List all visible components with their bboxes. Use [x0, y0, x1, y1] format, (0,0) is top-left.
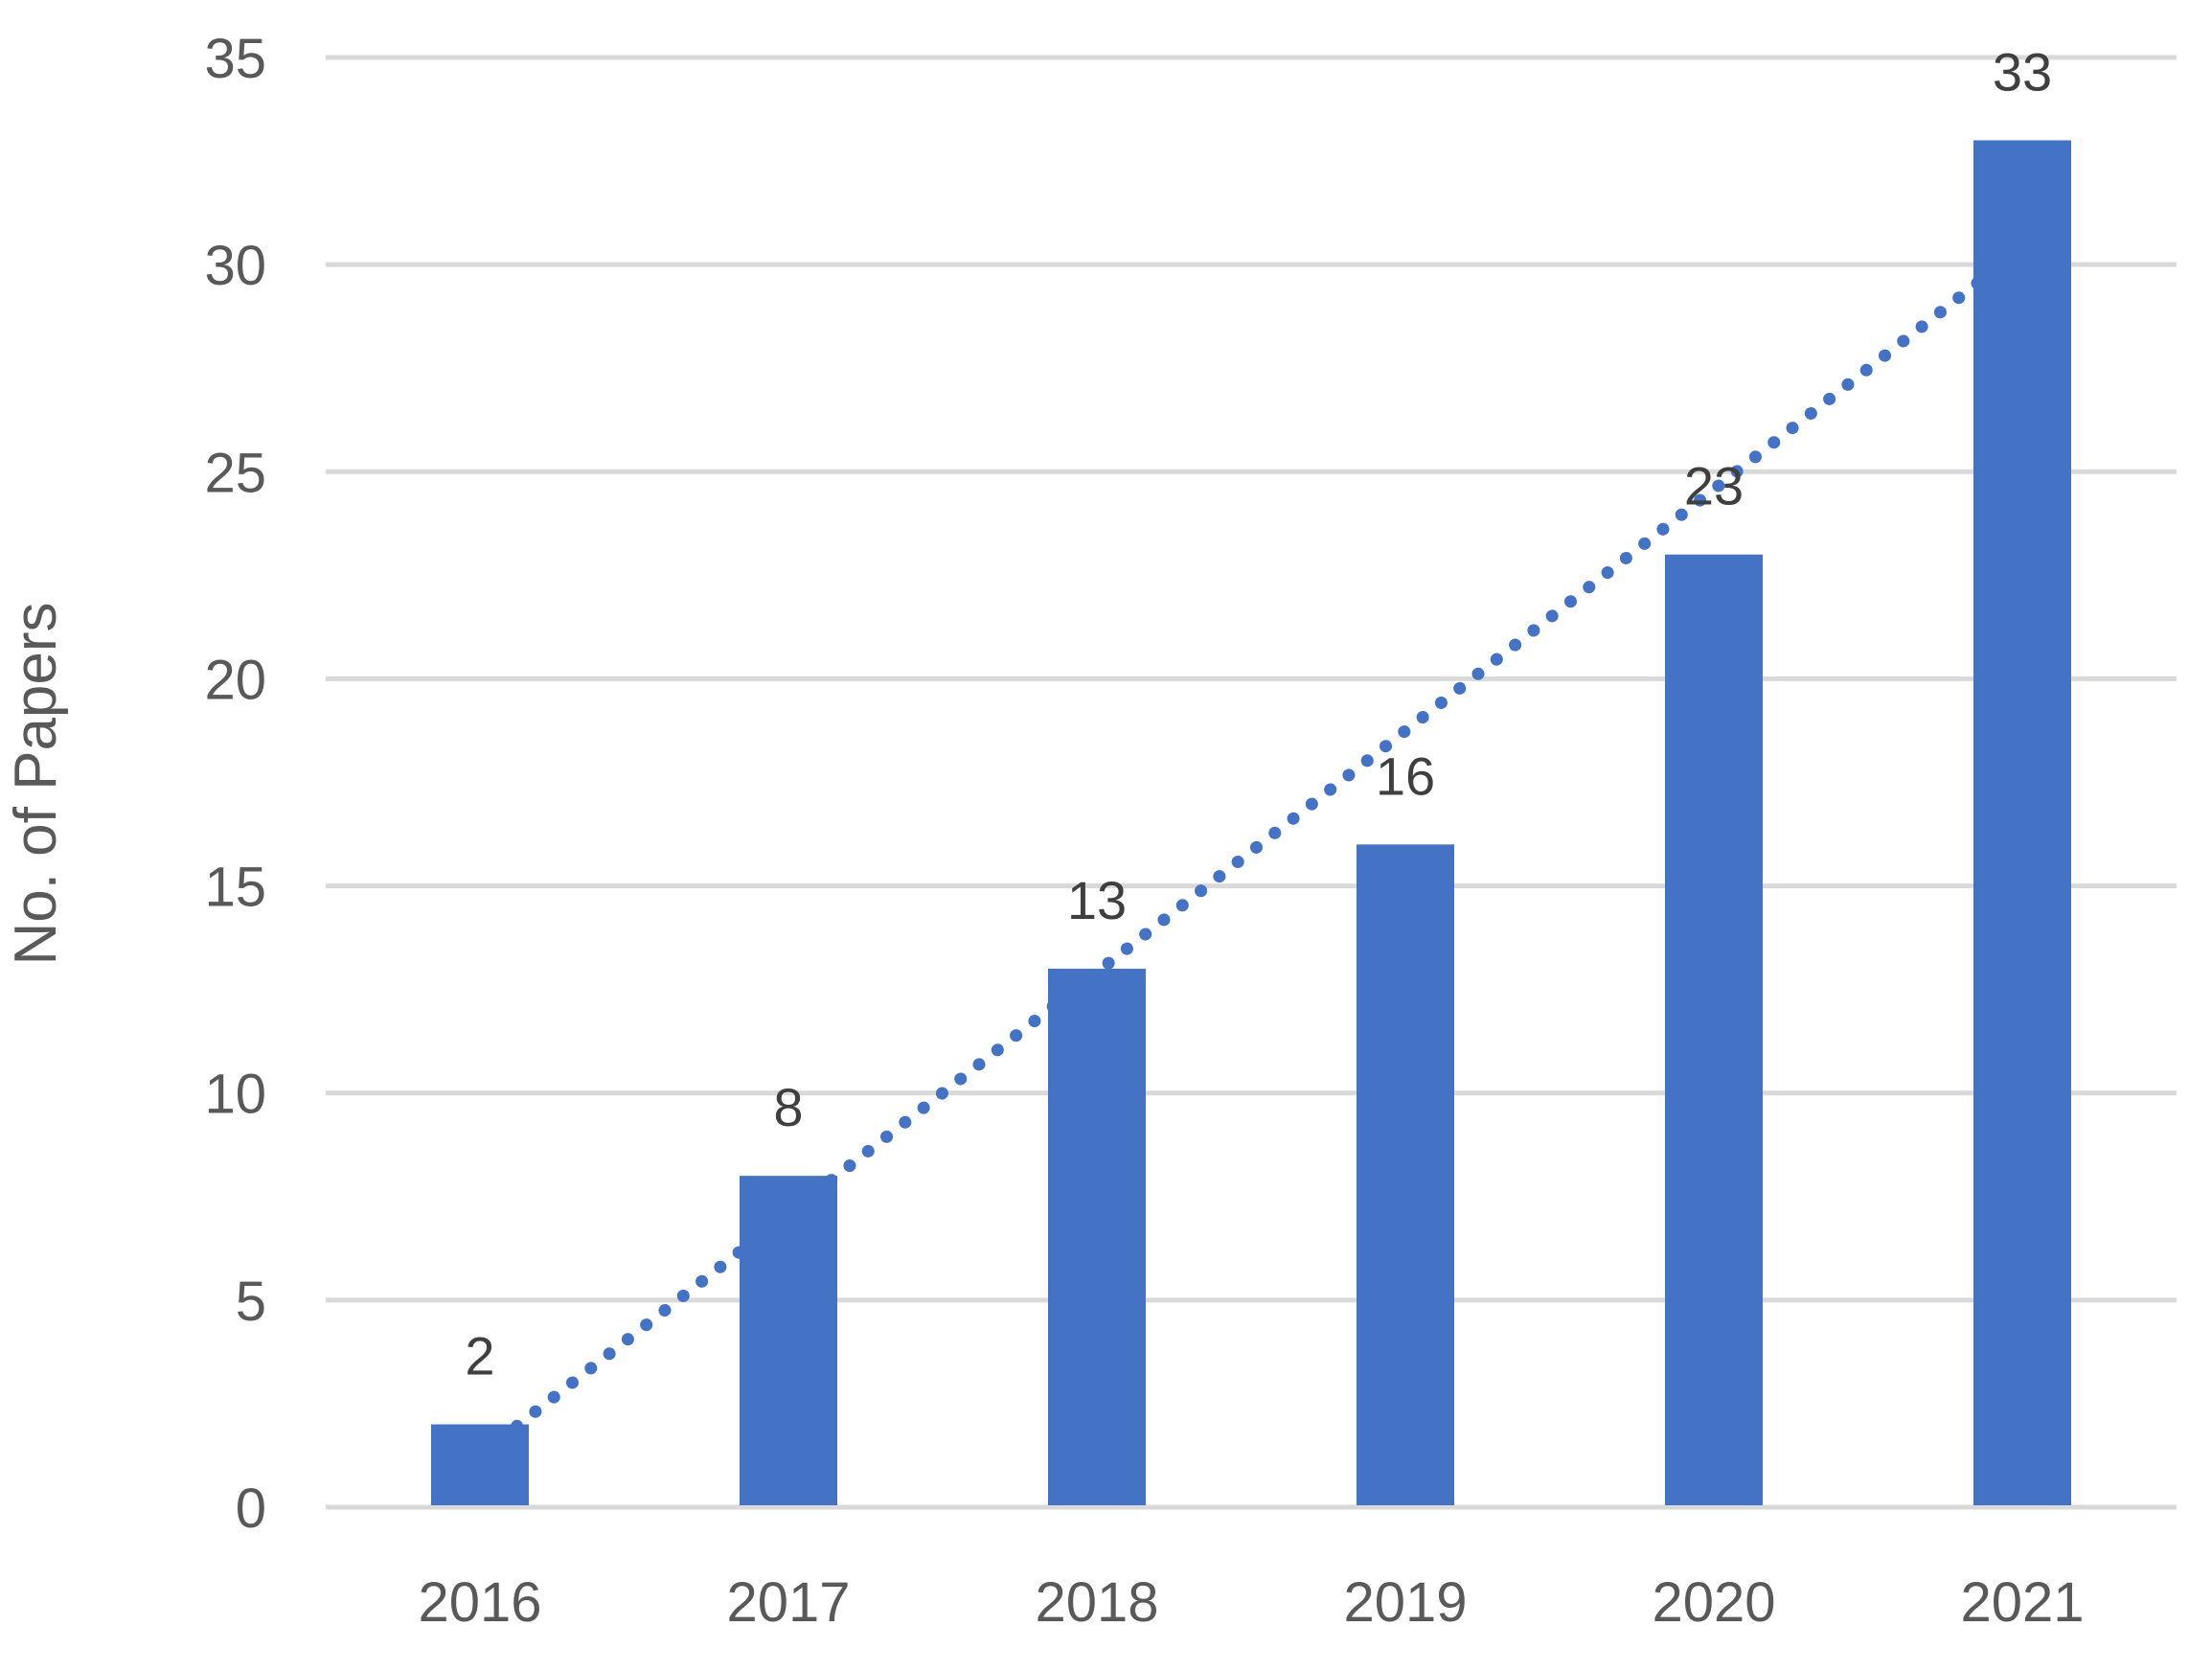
x-axis-tick-labels: 2016 2017 2018 2019 2020 2021	[418, 1571, 2084, 1634]
y-tick-label-35: 35	[204, 28, 266, 90]
y-axis-tick-labels: 0 5 10 15 20 25 30 35	[204, 28, 266, 1540]
data-labels-group: 2 8 13 16 23 33	[465, 41, 2052, 1386]
data-label-2016: 2	[465, 1326, 494, 1386]
y-tick-label-10: 10	[204, 1064, 266, 1126]
bar-2017	[740, 1176, 837, 1505]
data-label-2021: 33	[1993, 41, 2052, 102]
x-tick-label-2018: 2018	[1035, 1571, 1158, 1634]
y-tick-label-5: 5	[236, 1271, 266, 1333]
trendline	[473, 241, 2029, 1462]
bar-2016	[431, 1424, 529, 1505]
data-label-2017: 8	[773, 1077, 803, 1137]
x-tick-label-2019: 2019	[1343, 1571, 1467, 1634]
x-tick-label-2017: 2017	[726, 1571, 850, 1634]
bar-2019	[1357, 844, 1454, 1505]
y-tick-label-25: 25	[204, 442, 266, 504]
bars-group	[431, 140, 2071, 1505]
bar-2021	[1973, 140, 2071, 1505]
data-label-2019: 16	[1376, 745, 1435, 806]
x-tick-label-2021: 2021	[1960, 1571, 2084, 1634]
y-tick-label-0: 0	[236, 1477, 266, 1540]
y-tick-label-30: 30	[204, 235, 266, 297]
y-tick-label-20: 20	[204, 649, 266, 711]
gridlines-group	[326, 55, 2177, 1510]
y-tick-label-15: 15	[204, 857, 266, 919]
x-tick-label-2020: 2020	[1652, 1571, 1775, 1634]
x-tick-label-2016: 2016	[418, 1571, 541, 1634]
trendline-group	[473, 241, 2029, 1462]
y-axis-title: No. of Papers	[3, 602, 69, 965]
bar-2018	[1048, 969, 1146, 1505]
bar-2020	[1665, 554, 1763, 1505]
data-label-2020: 23	[1684, 456, 1744, 516]
data-label-2018: 13	[1067, 870, 1127, 930]
